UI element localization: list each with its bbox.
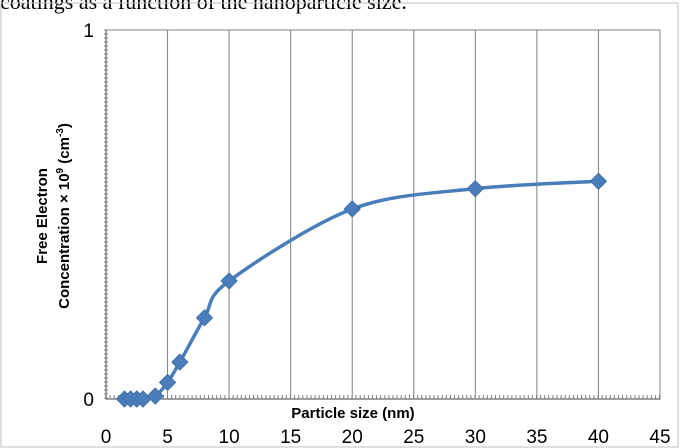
x-tick-label-45: 45 (649, 427, 670, 448)
y-axis-label-suffix: ) (56, 123, 73, 128)
y-tick-labels: 01 (83, 21, 94, 411)
series-0-line (124, 181, 598, 399)
x-tick-label-15: 15 (280, 427, 301, 448)
y-axis-label-mid: (cm (56, 137, 73, 168)
y-axis-label-line1: Free Electron (34, 168, 51, 264)
x-tick-label-10: 10 (219, 427, 240, 448)
y-tick-label-0: 0 (83, 390, 94, 411)
series-group (116, 173, 606, 407)
x-axis-label: Particle size (nm) (291, 405, 414, 422)
chart-frame (1, 3, 678, 447)
x-tick-label-5: 5 (162, 427, 173, 448)
y-axis-label-line2: Concentration × 109 (cm-3) (55, 123, 73, 309)
y-axis-label-prefix: Concentration × 10 (56, 173, 73, 308)
series-0-point-9 (344, 201, 360, 217)
series-0-point-11 (590, 173, 606, 189)
x-tick-label-0: 0 (101, 427, 112, 448)
axes (104, 30, 660, 399)
series-0-point-7 (196, 310, 212, 326)
y-tick-label-1: 1 (83, 21, 94, 42)
x-tick-label-35: 35 (526, 427, 547, 448)
x-tick-label-20: 20 (342, 427, 363, 448)
x-tick-label-30: 30 (465, 427, 486, 448)
x-tick-labels: 0 5 10 15 20 25 30 35 40 45 (101, 427, 671, 448)
x-tick-label-25: 25 (403, 427, 424, 448)
series-0-point-10 (467, 181, 483, 197)
series-0-point-6 (172, 354, 188, 370)
x-tick-label-40: 40 (588, 427, 609, 448)
